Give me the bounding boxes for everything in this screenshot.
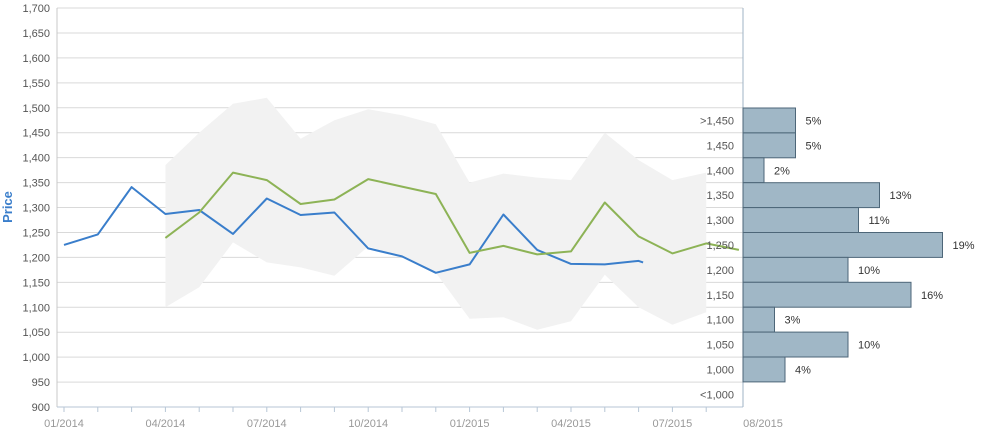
x-tick-label: 07/2015 xyxy=(653,418,693,430)
y-tick-label: 1,300 xyxy=(22,203,50,215)
histogram-bin-label: 1,050 xyxy=(706,340,734,352)
y-tick-label: 1,500 xyxy=(22,103,50,115)
histogram-value-label: 13% xyxy=(890,190,912,202)
x-tick-label: 10/2014 xyxy=(348,418,388,430)
histogram-bar xyxy=(742,132,796,159)
histogram-value-label: 19% xyxy=(953,240,975,252)
x-tick-label: 07/2014 xyxy=(247,418,287,430)
histogram-bin-label: 1,400 xyxy=(706,165,734,177)
histogram-value-label: 10% xyxy=(858,265,880,277)
histogram-bin-label: 1,100 xyxy=(706,315,734,327)
y-tick-label: 1,450 xyxy=(22,128,50,140)
y-tick-label: 1,250 xyxy=(22,227,50,239)
y-tick-label: 1,400 xyxy=(22,153,50,165)
histogram-bin-label: 1,300 xyxy=(706,215,734,227)
histogram-value-label: 16% xyxy=(921,290,943,302)
y-tick-label: 1,550 xyxy=(22,78,50,90)
y-axis-label: Price xyxy=(0,191,15,223)
x-tick-label: 01/2015 xyxy=(450,418,490,430)
histogram-value-label: 5% xyxy=(806,140,822,152)
axes: 900 950 1,000 1,050 1,100 1,150 1,200 1,250 1,30… xyxy=(22,3,782,430)
x-tick-label: 01/2014 xyxy=(44,418,84,430)
x-tick-label: 04/2015 xyxy=(551,418,591,430)
histogram-bar xyxy=(742,281,912,308)
histogram-bin-label: 1,200 xyxy=(706,265,734,277)
histogram-bin-label: 1,000 xyxy=(706,364,734,376)
histogram-bar xyxy=(742,331,849,358)
histogram-bar xyxy=(742,256,849,283)
histogram-bar xyxy=(742,182,880,209)
y-tick-label: 1,050 xyxy=(22,327,50,339)
histogram-bar xyxy=(742,356,786,383)
y-tick-label: 1,650 xyxy=(22,28,50,40)
series-lines xyxy=(63,171,740,274)
histogram-bin-label: 1,350 xyxy=(706,190,734,202)
range-band-area xyxy=(165,97,707,330)
histogram-bar xyxy=(742,232,943,258)
y-tick-label: 1,350 xyxy=(22,178,50,190)
histogram-bin-label: <1,000 xyxy=(700,389,734,401)
y-tick-label: 900 xyxy=(32,402,50,414)
histogram-bin-label: 1,450 xyxy=(706,140,734,152)
series-line-2 xyxy=(164,171,740,256)
distribution-histogram: >1,450 5% 1,450 5% 1,400 2% 1,350 13% 1,300 11% 1,… xyxy=(700,107,975,401)
histogram-value-label: 10% xyxy=(858,340,880,352)
y-tick-label: 950 xyxy=(32,377,50,389)
series-line-1 xyxy=(63,186,644,274)
histogram-bin-label: 1,250 xyxy=(706,240,734,252)
histogram-value-label: 5% xyxy=(806,115,822,127)
x-tick-label: 08/2015 xyxy=(743,418,783,430)
histogram-value-label: 3% xyxy=(785,315,801,327)
histogram-bin-label: 1,150 xyxy=(706,290,734,302)
histogram-bar xyxy=(742,107,796,134)
histogram-bar xyxy=(742,157,765,184)
price-range-band xyxy=(165,97,707,330)
histogram-bar xyxy=(742,207,859,234)
histogram-bar xyxy=(742,306,775,333)
histogram-bin-label: >1,450 xyxy=(700,115,734,127)
x-tick-label: 04/2014 xyxy=(146,418,186,430)
y-tick-label: 1,700 xyxy=(22,3,50,15)
y-tick-label: 1,150 xyxy=(22,277,50,289)
y-tick-label: 1,600 xyxy=(22,53,50,65)
y-tick-label: 1,100 xyxy=(22,302,50,314)
y-tick-label: 1,200 xyxy=(22,252,50,264)
histogram-value-label: 4% xyxy=(795,364,811,376)
histogram-value-label: 11% xyxy=(869,215,890,227)
y-tick-label: 1,000 xyxy=(22,352,50,364)
histogram-value-label: 2% xyxy=(774,165,790,177)
